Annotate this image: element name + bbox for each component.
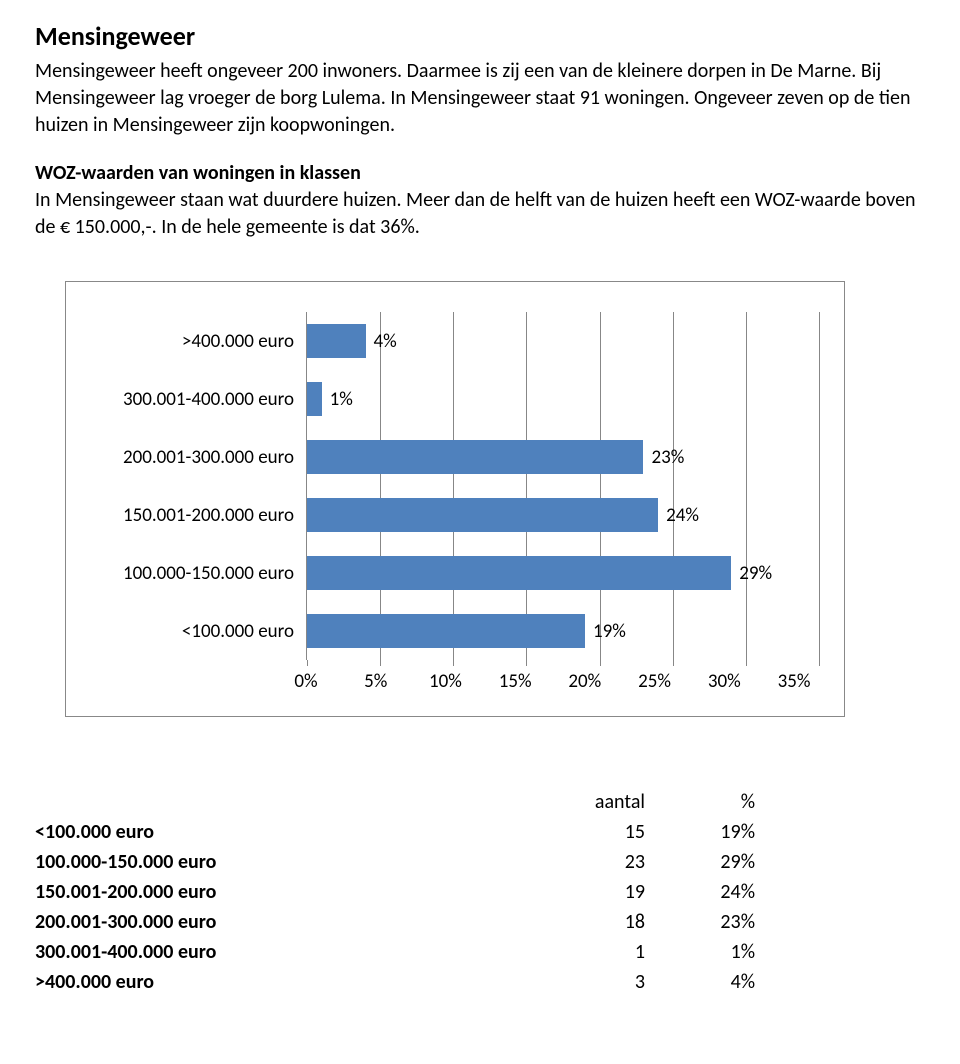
table-cell-count: 19 [555, 880, 675, 904]
table-cell-pct: 19% [675, 820, 785, 844]
chart-bar [307, 556, 731, 590]
chart-bar-value-label: 4% [374, 330, 397, 353]
table-cell-label: 200.001-300.000 euro [35, 910, 555, 934]
chart-x-tick-label: 15% [499, 670, 532, 693]
chart-bar-row: 29% [307, 556, 819, 590]
chart-gridline [380, 312, 381, 660]
intro-paragraph: Mensingeweer heeft ongeveer 200 inwoners… [35, 58, 925, 139]
table-cell-label: 100.000-150.000 euro [35, 850, 555, 874]
chart-bar-value-label: 1% [330, 388, 353, 411]
chart-x-tick-label: 5% [364, 670, 387, 693]
table-header-row: aantal % [35, 787, 835, 817]
section-paragraph: In Mensingeweer staan wat duurdere huize… [35, 187, 925, 241]
woz-bar-chart: >400.000 euro 300.001-400.000 euro 200.0… [65, 281, 845, 717]
chart-bar-value-label: 29% [739, 562, 772, 585]
table-row: 300.001-400.000 euro 1 1% [35, 937, 835, 967]
chart-x-tick-label: 30% [708, 670, 741, 693]
chart-gridline [819, 312, 820, 660]
chart-x-tick-label: 20% [568, 670, 601, 693]
chart-bar-row: 23% [307, 440, 819, 474]
chart-category-label: 300.001-400.000 euro [76, 370, 306, 428]
chart-gridline [673, 312, 674, 660]
table-cell-count: 15 [555, 820, 675, 844]
chart-gridline [600, 312, 601, 660]
table-cell-pct: 4% [675, 970, 785, 994]
chart-x-axis: 0%5%10%15%20%25%30%35% [306, 670, 794, 696]
chart-gridline [453, 312, 454, 660]
chart-tickmark [673, 660, 674, 666]
chart-bar [307, 324, 366, 358]
table-cell-label: <100.000 euro [35, 820, 555, 844]
chart-tickmark [746, 660, 747, 666]
table-cell-count: 23 [555, 850, 675, 874]
table-cell-pct: 29% [675, 850, 785, 874]
chart-bar-row: 19% [307, 614, 819, 648]
chart-bar [307, 614, 585, 648]
table-cell-count: 1 [555, 940, 675, 964]
chart-x-tick-label: 25% [638, 670, 671, 693]
section-heading: WOZ-waarden van woningen in klassen [35, 161, 925, 185]
chart-category-label: >400.000 euro [76, 312, 306, 370]
table-row: 200.001-300.000 euro 18 23% [35, 907, 835, 937]
chart-category-label: 100.000-150.000 euro [76, 544, 306, 602]
chart-gridline [526, 312, 527, 660]
page-title: Mensingeweer [35, 20, 925, 52]
chart-gridline [746, 312, 747, 660]
chart-tickmark [526, 660, 527, 666]
chart-category-label: 150.001-200.000 euro [76, 486, 306, 544]
table-header-pct: % [675, 790, 785, 814]
chart-x-tick-label: 35% [778, 670, 811, 693]
chart-tickmark [380, 660, 381, 666]
table-cell-label: 150.001-200.000 euro [35, 880, 555, 904]
chart-bar-value-label: 24% [666, 504, 699, 527]
table-row: >400.000 euro 3 4% [35, 967, 835, 997]
chart-plot-area: 4% 1% 23% 24% 29% 19% [306, 312, 819, 660]
chart-bar [307, 440, 643, 474]
chart-bar [307, 382, 322, 416]
table-row: 150.001-200.000 euro 19 24% [35, 877, 835, 907]
table-cell-pct: 23% [675, 910, 785, 934]
chart-tickmark [307, 660, 308, 666]
table-cell-pct: 1% [675, 940, 785, 964]
chart-category-label: 200.001-300.000 euro [76, 428, 306, 486]
chart-bar-row: 24% [307, 498, 819, 532]
chart-category-label: <100.000 euro [76, 602, 306, 660]
table-cell-label: >400.000 euro [35, 970, 555, 994]
table-cell-count: 18 [555, 910, 675, 934]
chart-bar-row: 1% [307, 382, 819, 416]
table-row: 100.000-150.000 euro 23 29% [35, 847, 835, 877]
chart-tickmark [819, 660, 820, 666]
chart-y-labels: >400.000 euro 300.001-400.000 euro 200.0… [76, 312, 306, 660]
table-cell-count: 3 [555, 970, 675, 994]
table-row: <100.000 euro 15 19% [35, 817, 835, 847]
table-header-count: aantal [555, 790, 675, 814]
table-cell-pct: 24% [675, 880, 785, 904]
chart-bar-value-label: 19% [593, 620, 626, 643]
woz-data-table: aantal % <100.000 euro 15 19% 100.000-15… [35, 787, 835, 997]
chart-tickmark [453, 660, 454, 666]
chart-bar-value-label: 23% [651, 446, 684, 469]
chart-tickmark [600, 660, 601, 666]
chart-bar [307, 498, 658, 532]
chart-x-tick-label: 0% [294, 670, 317, 693]
chart-x-tick-label: 10% [429, 670, 462, 693]
chart-bar-row: 4% [307, 324, 819, 358]
table-cell-label: 300.001-400.000 euro [35, 940, 555, 964]
